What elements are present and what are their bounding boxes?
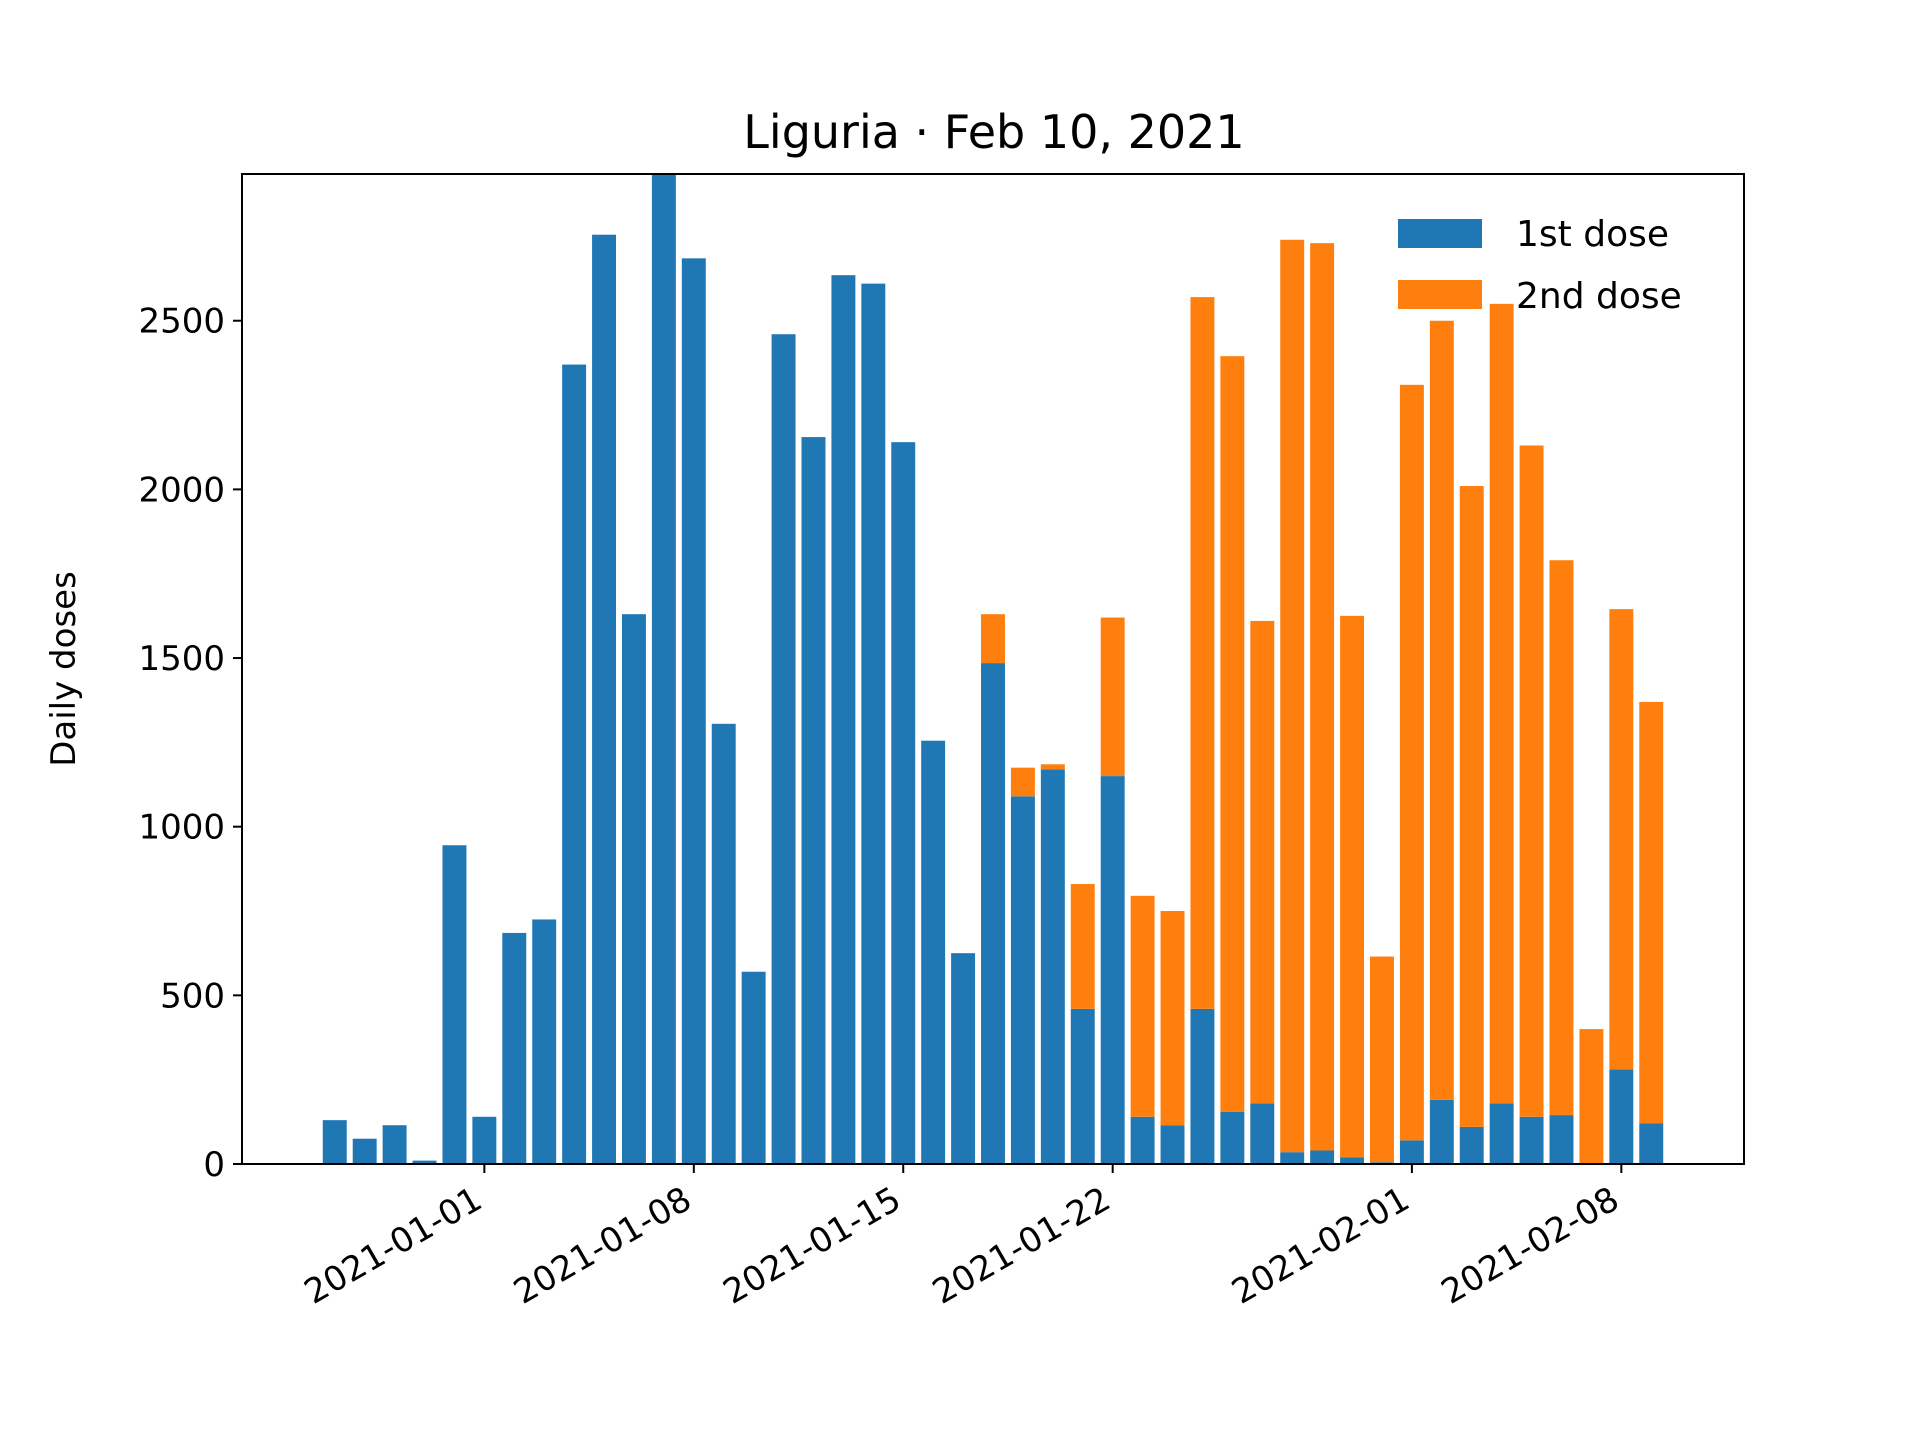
bar-2nd-dose-2021-02-07 bbox=[1579, 1029, 1604, 1164]
bar-1st-dose-2021-01-11 bbox=[771, 334, 796, 1165]
bar-1st-dose-2020-12-31 bbox=[442, 845, 467, 1164]
bar-2nd-dose-2021-01-18 bbox=[981, 614, 1005, 664]
bars-layer bbox=[322, 174, 1664, 1165]
bar-1st-dose-2021-01-09 bbox=[711, 723, 736, 1164]
bar-1st-dose-2021-01-19 bbox=[1010, 796, 1035, 1164]
bar-1st-dose-2020-12-30 bbox=[412, 1160, 437, 1164]
bar-1st-dose-2021-02-06 bbox=[1549, 1115, 1574, 1164]
bar-1st-dose-2021-01-07 bbox=[651, 174, 676, 1164]
bar-2nd-dose-2021-01-29 bbox=[1310, 243, 1335, 1151]
bar-1st-dose-2021-01-13 bbox=[831, 275, 856, 1164]
y-tick-label-0: 0 bbox=[203, 1145, 225, 1185]
bar-1st-dose-2020-12-29 bbox=[382, 1125, 407, 1164]
y-tick-label-500: 500 bbox=[160, 976, 225, 1016]
bar-2nd-dose-2021-01-31 bbox=[1370, 956, 1394, 1163]
y-tick-label-1000: 1000 bbox=[138, 808, 225, 848]
bar-1st-dose-2021-01-29 bbox=[1310, 1150, 1335, 1164]
chart-title: Liguria · Feb 10, 2021 bbox=[743, 105, 1244, 159]
bar-1st-dose-2021-02-05 bbox=[1519, 1116, 1544, 1164]
bar-1st-dose-2021-01-17 bbox=[951, 953, 976, 1164]
legend-label-1st-dose: 1st dose bbox=[1516, 214, 1669, 255]
bar-2nd-dose-2021-01-26 bbox=[1220, 356, 1245, 1112]
y-tick-label-1500: 1500 bbox=[138, 639, 225, 679]
bar-1st-dose-2021-01-01 bbox=[472, 1116, 497, 1164]
plot-frame bbox=[241, 173, 1745, 1165]
bar-2nd-dose-2021-01-19 bbox=[1010, 767, 1035, 797]
bar-1st-dose-2021-01-16 bbox=[921, 740, 946, 1164]
bar-2nd-dose-2021-02-06 bbox=[1549, 560, 1574, 1116]
bar-1st-dose-2021-01-25 bbox=[1190, 1008, 1215, 1164]
bar-2nd-dose-2021-02-05 bbox=[1519, 445, 1544, 1117]
bar-2nd-dose-2021-01-22 bbox=[1100, 617, 1125, 777]
bar-1st-dose-2021-01-05 bbox=[592, 234, 617, 1165]
bar-2nd-dose-2021-01-25 bbox=[1190, 297, 1215, 1009]
bar-1st-dose-2021-01-04 bbox=[562, 364, 587, 1165]
bar-2nd-dose-2021-01-24 bbox=[1160, 911, 1185, 1126]
bar-2nd-dose-2021-01-27 bbox=[1250, 620, 1275, 1104]
bar-1st-dose-2021-01-10 bbox=[741, 971, 766, 1164]
bar-1st-dose-2021-01-28 bbox=[1280, 1152, 1305, 1164]
bar-2nd-dose-2021-01-20 bbox=[1040, 764, 1065, 770]
bar-1st-dose-2021-01-23 bbox=[1130, 1116, 1155, 1164]
bar-1st-dose-2021-01-06 bbox=[621, 614, 646, 1164]
bar-1st-dose-2021-02-02 bbox=[1429, 1099, 1454, 1164]
bar-1st-dose-2021-02-04 bbox=[1489, 1103, 1514, 1164]
bar-1st-dose-2020-12-28 bbox=[352, 1138, 377, 1164]
bar-1st-dose-2021-01-24 bbox=[1160, 1125, 1185, 1164]
legend-label-2nd-dose: 2nd dose bbox=[1516, 276, 1682, 317]
bar-1st-dose-2020-12-27 bbox=[322, 1120, 347, 1164]
bar-2nd-dose-2021-01-21 bbox=[1070, 884, 1095, 1009]
bar-2nd-dose-2021-02-02 bbox=[1429, 320, 1454, 1100]
y-axis: 0 500 1000 1500 2000 2500 bbox=[138, 302, 242, 1185]
bar-1st-dose-2021-01-22 bbox=[1100, 776, 1125, 1164]
bar-1st-dose-2021-01-30 bbox=[1340, 1157, 1365, 1164]
y-tick-label-2000: 2000 bbox=[138, 470, 225, 510]
bar-2nd-dose-2021-02-03 bbox=[1459, 486, 1484, 1127]
bar-2nd-dose-2021-02-01 bbox=[1399, 384, 1424, 1141]
bar-1st-dose-2021-01-02 bbox=[502, 932, 527, 1164]
bar-1st-dose-2021-02-01 bbox=[1399, 1140, 1424, 1164]
y-axis-label: Daily doses bbox=[44, 571, 84, 767]
bar-1st-dose-2021-01-08 bbox=[681, 258, 706, 1165]
legend-swatch-1st-dose bbox=[1398, 219, 1482, 248]
bar-1st-dose-2021-02-09 bbox=[1639, 1123, 1664, 1164]
bar-1st-dose-2021-01-14 bbox=[861, 283, 886, 1164]
bar-1st-dose-2021-01-21 bbox=[1070, 1008, 1095, 1164]
bar-1st-dose-2021-01-18 bbox=[981, 663, 1005, 1164]
legend-swatch-2nd-dose bbox=[1398, 280, 1482, 309]
bar-1st-dose-2021-01-26 bbox=[1220, 1111, 1245, 1164]
bar-2nd-dose-2021-02-08 bbox=[1609, 609, 1634, 1070]
legend: 1st dose 2nd dose bbox=[1398, 214, 1682, 317]
bar-1st-dose-2021-01-20 bbox=[1040, 769, 1065, 1164]
bar-2nd-dose-2021-02-09 bbox=[1639, 701, 1664, 1124]
bar-1st-dose-2021-02-03 bbox=[1459, 1126, 1484, 1164]
bar-1st-dose-2021-01-03 bbox=[532, 919, 557, 1164]
bar-2nd-dose-2021-02-04 bbox=[1489, 303, 1514, 1104]
y-tick-label-2500: 2500 bbox=[138, 302, 225, 342]
bar-1st-dose-2021-01-15 bbox=[891, 442, 916, 1164]
bar-1st-dose-2021-01-27 bbox=[1250, 1103, 1275, 1164]
bar-1st-dose-2021-01-12 bbox=[801, 437, 826, 1165]
bar-2nd-dose-2021-01-28 bbox=[1280, 239, 1305, 1153]
bar-2nd-dose-2021-01-30 bbox=[1340, 615, 1365, 1158]
bar-2nd-dose-2021-01-23 bbox=[1130, 895, 1155, 1117]
bar-1st-dose-2021-02-08 bbox=[1609, 1069, 1634, 1164]
